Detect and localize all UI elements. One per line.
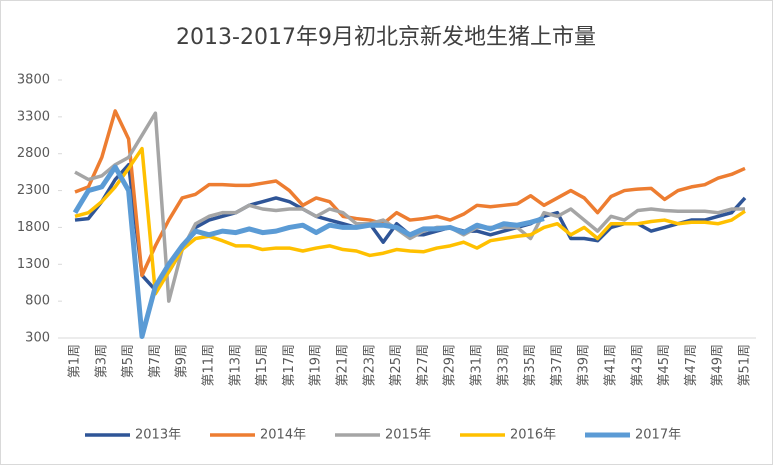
legend-label: 2013年 xyxy=(135,428,181,443)
x-tick-label: 第19周 xyxy=(309,344,324,387)
legend-label: 2016年 xyxy=(510,428,556,443)
x-tick-label: 第51周 xyxy=(738,344,753,387)
x-tick-label: 第11周 xyxy=(202,344,217,387)
y-tick-label: 1300 xyxy=(17,257,50,272)
x-tick-label: 第33周 xyxy=(496,344,511,387)
x-tick-label: 第31周 xyxy=(470,344,485,387)
x-tick-label: 第1周 xyxy=(68,344,83,378)
y-tick-label: 3300 xyxy=(17,109,50,124)
y-tick-label: 2300 xyxy=(17,183,50,198)
y-tick-label: 300 xyxy=(25,331,50,346)
x-tick-label: 第13周 xyxy=(228,344,243,387)
x-tick-label: 第27周 xyxy=(416,344,431,387)
series-line xyxy=(74,146,746,296)
y-tick-label: 3800 xyxy=(17,73,50,88)
x-tick-label: 第3周 xyxy=(94,344,109,378)
y-tick-label: 1800 xyxy=(17,220,50,235)
legend-label: 2017年 xyxy=(635,428,681,443)
x-tick-label: 第9周 xyxy=(175,344,190,378)
x-tick-label: 第5周 xyxy=(121,344,136,378)
y-tick-label: 800 xyxy=(25,294,50,309)
x-tick-label: 第7周 xyxy=(148,344,163,378)
x-tick-label: 第47周 xyxy=(684,344,699,387)
x-tick-label: 第49周 xyxy=(711,344,726,387)
legend-label: 2014年 xyxy=(260,428,306,443)
x-tick-label: 第29周 xyxy=(443,344,458,387)
series-line xyxy=(72,164,545,340)
x-tick-label: 第21周 xyxy=(336,344,351,387)
legend-label: 2015年 xyxy=(385,428,431,443)
x-tick-label: 第17周 xyxy=(282,344,297,387)
x-tick-label: 第45周 xyxy=(657,344,672,387)
series-line xyxy=(74,109,746,278)
x-tick-label: 第39周 xyxy=(577,344,592,387)
x-tick-label: 第23周 xyxy=(362,344,377,387)
chart-title: 2013-2017年9月初北京新发地生猪上市量 xyxy=(176,25,596,50)
x-tick-label: 第25周 xyxy=(389,344,404,387)
y-tick-label: 2800 xyxy=(17,146,50,161)
x-tick-label: 第15周 xyxy=(255,344,270,387)
x-tick-label: 第43周 xyxy=(630,344,645,387)
x-tick-label: 第37周 xyxy=(550,344,565,387)
x-tick-label: 第41周 xyxy=(604,344,619,387)
x-tick-label: 第35周 xyxy=(523,344,538,387)
